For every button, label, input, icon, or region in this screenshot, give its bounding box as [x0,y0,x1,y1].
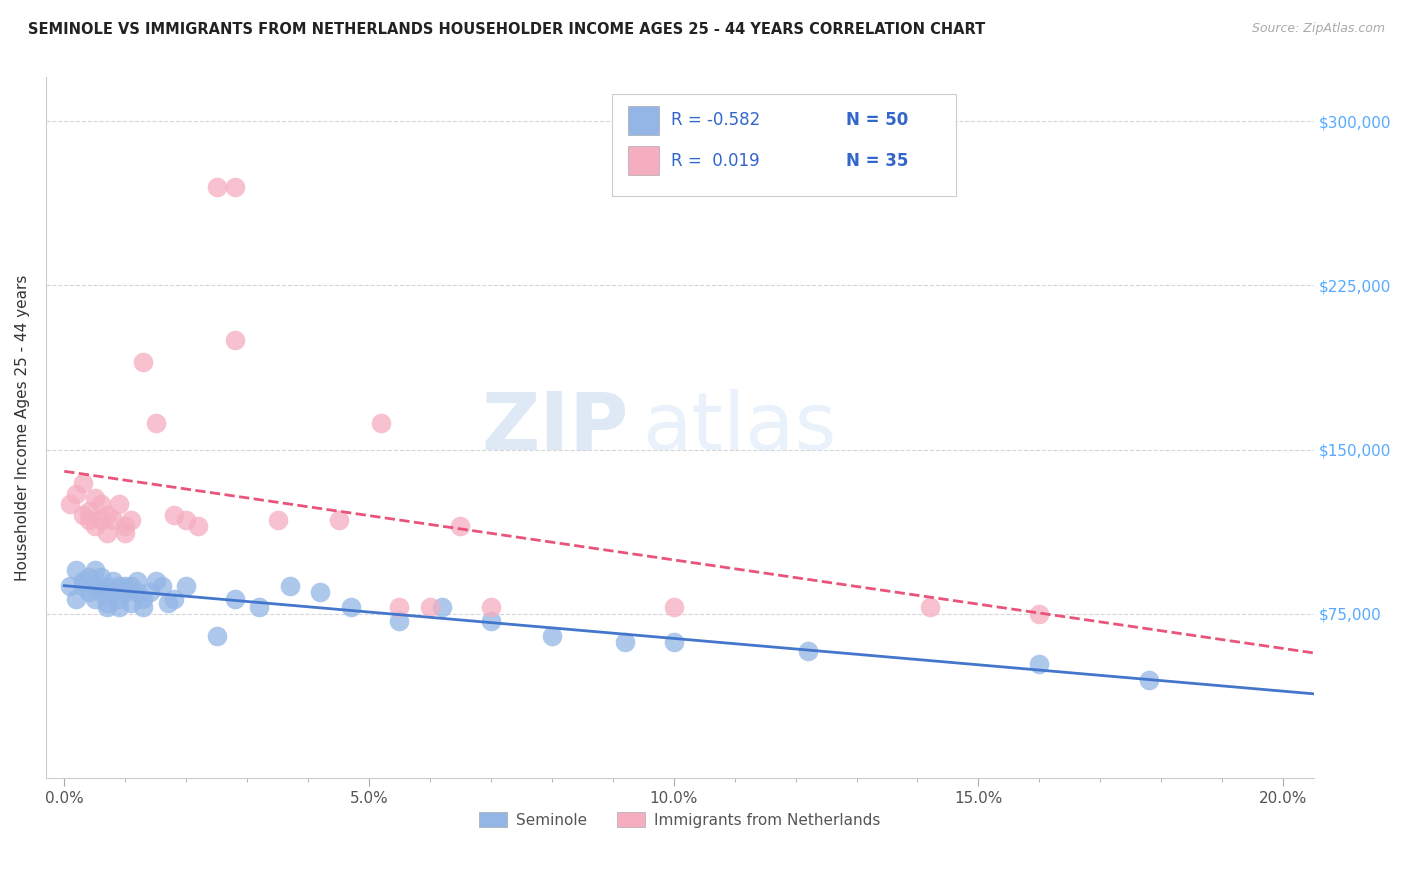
Text: N = 50: N = 50 [846,112,908,129]
Point [174,513,197,527]
Point [96,596,118,610]
Point [59,498,82,512]
Point [108,591,131,606]
Point [101,585,124,599]
Point [132,591,155,606]
Point [388,614,411,628]
Point [1137,673,1160,687]
Point [59,578,82,592]
Point [309,585,332,599]
Point [108,498,131,512]
Point [83,578,105,592]
Point [77,504,100,518]
Point [224,591,246,606]
Point [101,574,124,588]
Point [247,600,270,615]
Point [132,600,155,615]
Point [96,508,118,523]
Point [127,585,149,599]
Point [370,417,392,431]
Point [83,491,105,505]
Point [77,570,100,584]
Point [101,513,124,527]
Point [108,578,131,592]
Point [72,475,94,490]
Point [479,614,502,628]
Point [65,486,87,500]
Point [90,578,112,592]
Point [90,570,112,584]
Point [114,525,136,540]
Point [163,508,186,523]
Point [145,574,167,588]
Point [205,629,228,643]
Text: SEMINOLE VS IMMIGRANTS FROM NETHERLANDS HOUSEHOLDER INCOME AGES 25 - 44 YEARS CO: SEMINOLE VS IMMIGRANTS FROM NETHERLANDS … [28,22,986,37]
Point [339,600,361,615]
Point [278,578,301,592]
Point [90,585,112,599]
Point [83,591,105,606]
Point [72,578,94,592]
Point [449,519,471,533]
Point [96,600,118,615]
Point [65,563,87,577]
Point [156,596,179,610]
Point [120,578,142,592]
Text: R =  0.019: R = 0.019 [671,152,759,169]
Point [77,513,100,527]
Text: R = -0.582: R = -0.582 [671,112,759,129]
Point [114,578,136,592]
Point [65,591,87,606]
Text: Source: ZipAtlas.com: Source: ZipAtlas.com [1251,22,1385,36]
Point [388,600,411,615]
Point [72,574,94,588]
Point [120,513,142,527]
Point [114,585,136,599]
Point [96,578,118,592]
Point [114,519,136,533]
Point [90,513,112,527]
Point [163,591,186,606]
Point [479,600,502,615]
Point [662,600,685,615]
Point [77,585,100,599]
Point [138,585,160,599]
Point [132,355,155,369]
Point [127,574,149,588]
Point [662,635,685,649]
Point [90,498,112,512]
Point [918,600,941,615]
Text: ZIP: ZIP [482,389,628,467]
Point [83,519,105,533]
Point [205,180,228,194]
Point [797,644,820,658]
Text: N = 35: N = 35 [846,152,908,169]
Point [120,596,142,610]
Point [1028,657,1050,672]
Text: atlas: atlas [641,389,837,467]
Point [430,600,453,615]
Y-axis label: Householder Income Ages 25 - 44 years: Householder Income Ages 25 - 44 years [15,275,30,581]
Point [540,629,562,643]
Point [174,578,197,592]
Point [187,519,209,533]
Point [108,600,131,615]
Legend: Seminole, Immigrants from Netherlands: Seminole, Immigrants from Netherlands [472,805,887,834]
Point [419,600,441,615]
Point [266,513,288,527]
Point [150,578,173,592]
Point [224,333,246,347]
Point [328,513,350,527]
Point [224,180,246,194]
Point [96,525,118,540]
Point [83,563,105,577]
Point [1028,607,1050,621]
Point [72,508,94,523]
Point [145,417,167,431]
Point [613,635,636,649]
